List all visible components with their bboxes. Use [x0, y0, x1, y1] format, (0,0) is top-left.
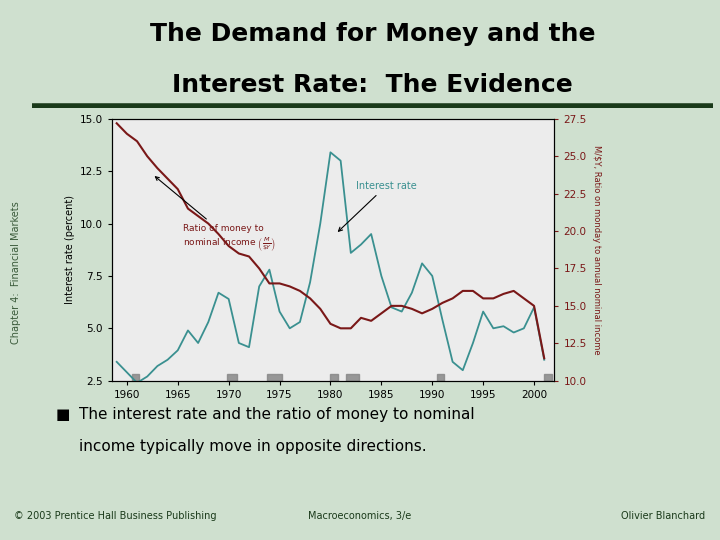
Text: The Demand for Money and the: The Demand for Money and the	[150, 22, 595, 46]
Bar	[437, 374, 444, 381]
Text: Ratio of money to
nominal income $\left(\frac{M}{\$Y}\right)$: Ratio of money to nominal income $\left(…	[156, 177, 276, 253]
Bar	[330, 374, 338, 381]
Text: Interest rate: Interest rate	[338, 181, 417, 231]
Bar	[227, 374, 237, 381]
Text: Interest Rate:  The Evidence: Interest Rate: The Evidence	[172, 73, 573, 97]
Text: Olivier Blanchard: Olivier Blanchard	[621, 511, 706, 521]
Bar	[544, 374, 552, 381]
Text: Macroeconomics, 3/e: Macroeconomics, 3/e	[308, 511, 412, 521]
Y-axis label: M/$Y, Ratio on monday to annual nominal income: M/$Y, Ratio on monday to annual nominal …	[592, 145, 600, 355]
Y-axis label: Interest rate (percent): Interest rate (percent)	[65, 195, 75, 304]
Text: ■: ■	[56, 407, 71, 422]
Bar	[267, 374, 282, 381]
Bar	[132, 374, 139, 381]
Text: The interest rate and the ratio of money to nominal: The interest rate and the ratio of money…	[79, 407, 474, 422]
Text: Chapter 4:  Financial Markets: Chapter 4: Financial Markets	[12, 201, 21, 343]
Text: © 2003 Prentice Hall Business Publishing: © 2003 Prentice Hall Business Publishing	[14, 511, 217, 521]
Bar	[346, 374, 359, 381]
Text: income typically move in opposite directions.: income typically move in opposite direct…	[79, 440, 427, 454]
